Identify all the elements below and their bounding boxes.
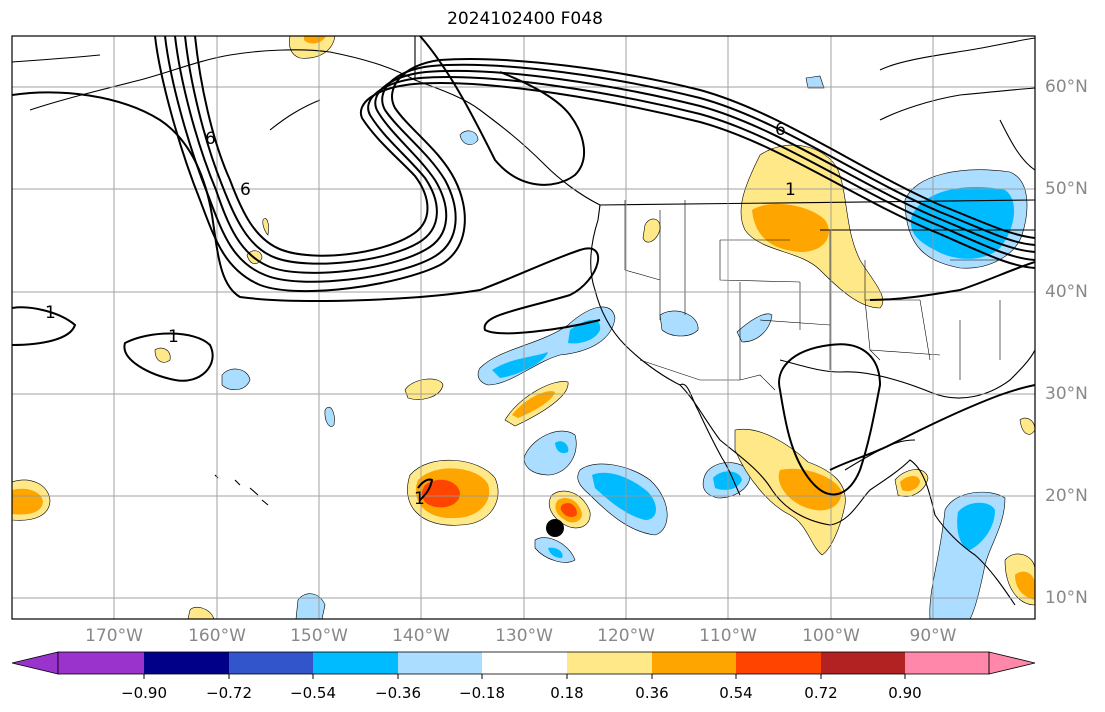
lat-tick-label: 30°N — [1045, 384, 1088, 404]
lon-tick-label: 100°W — [802, 626, 860, 646]
contour-label: 1 — [785, 180, 796, 200]
colorbar-tick-label: 0.54 — [719, 684, 753, 702]
lon-tick-label: 140°W — [392, 626, 450, 646]
contour-lines — [12, 36, 1035, 501]
lon-tick-label: 130°W — [495, 626, 553, 646]
lon-tick-label: 110°W — [699, 626, 757, 646]
lat-tick-label: 60°N — [1045, 77, 1088, 97]
colorbar-tick-label: 0.18 — [550, 684, 584, 702]
storm-center-marker — [546, 519, 564, 537]
gridlines — [12, 36, 1035, 619]
colorbar-segment — [144, 652, 229, 674]
colorbar-tick-label: −0.72 — [206, 684, 252, 702]
colorbar-segment — [821, 652, 905, 674]
colorbar-segment — [58, 652, 144, 674]
colorbar-tick-label: −0.18 — [459, 684, 505, 702]
lon-tick-label: 150°W — [290, 626, 348, 646]
contour-label: 6 — [775, 120, 786, 140]
colorbar-segment — [313, 652, 398, 674]
lat-tick-label: 20°N — [1045, 486, 1088, 506]
lon-tick-label: 90°W — [909, 626, 957, 646]
lat-tick-label: 40°N — [1045, 282, 1088, 302]
colorbar-segment — [652, 652, 736, 674]
lon-tick-label: 170°W — [85, 626, 143, 646]
shaded-fields — [12, 36, 1035, 619]
map-title: 2024102400 F048 — [447, 9, 603, 29]
colorbar-segment — [482, 652, 567, 674]
colorbar-segment — [567, 652, 652, 674]
colorbar-extend-left — [11, 651, 59, 675]
state-borders — [624, 200, 1001, 391]
map-frame — [11, 35, 1036, 620]
colorbar-segment — [905, 652, 989, 674]
colorbar-segment — [736, 652, 821, 674]
lon-tick-label: 120°W — [597, 626, 655, 646]
colorbar-segment — [398, 652, 482, 674]
colorbar-tick-label: −0.54 — [290, 684, 336, 702]
contour-label: 1 — [45, 303, 56, 323]
contour-label: 6 — [240, 180, 251, 200]
lon-tick-label: 160°W — [188, 626, 246, 646]
contour-label: 6 — [205, 129, 216, 149]
colorbar-tick-label: −0.90 — [121, 684, 167, 702]
colorbar-tick-label: 0.36 — [635, 684, 669, 702]
colorbar-tick-label: 0.90 — [888, 684, 922, 702]
colorbar — [11, 651, 1036, 679]
contour-label: 1 — [414, 489, 425, 509]
lat-tick-label: 50°N — [1045, 179, 1088, 199]
colorbar-tick-label: 0.72 — [804, 684, 838, 702]
lat-tick-label: 10°N — [1045, 588, 1088, 608]
colorbar-extend-right — [988, 651, 1036, 675]
colorbar-tick-label: −0.36 — [375, 684, 421, 702]
colorbar-segment — [229, 652, 313, 674]
contour-label-group: 6 6 1 6 1 1 1 — [45, 120, 796, 509]
contour-label: 1 — [168, 327, 179, 347]
